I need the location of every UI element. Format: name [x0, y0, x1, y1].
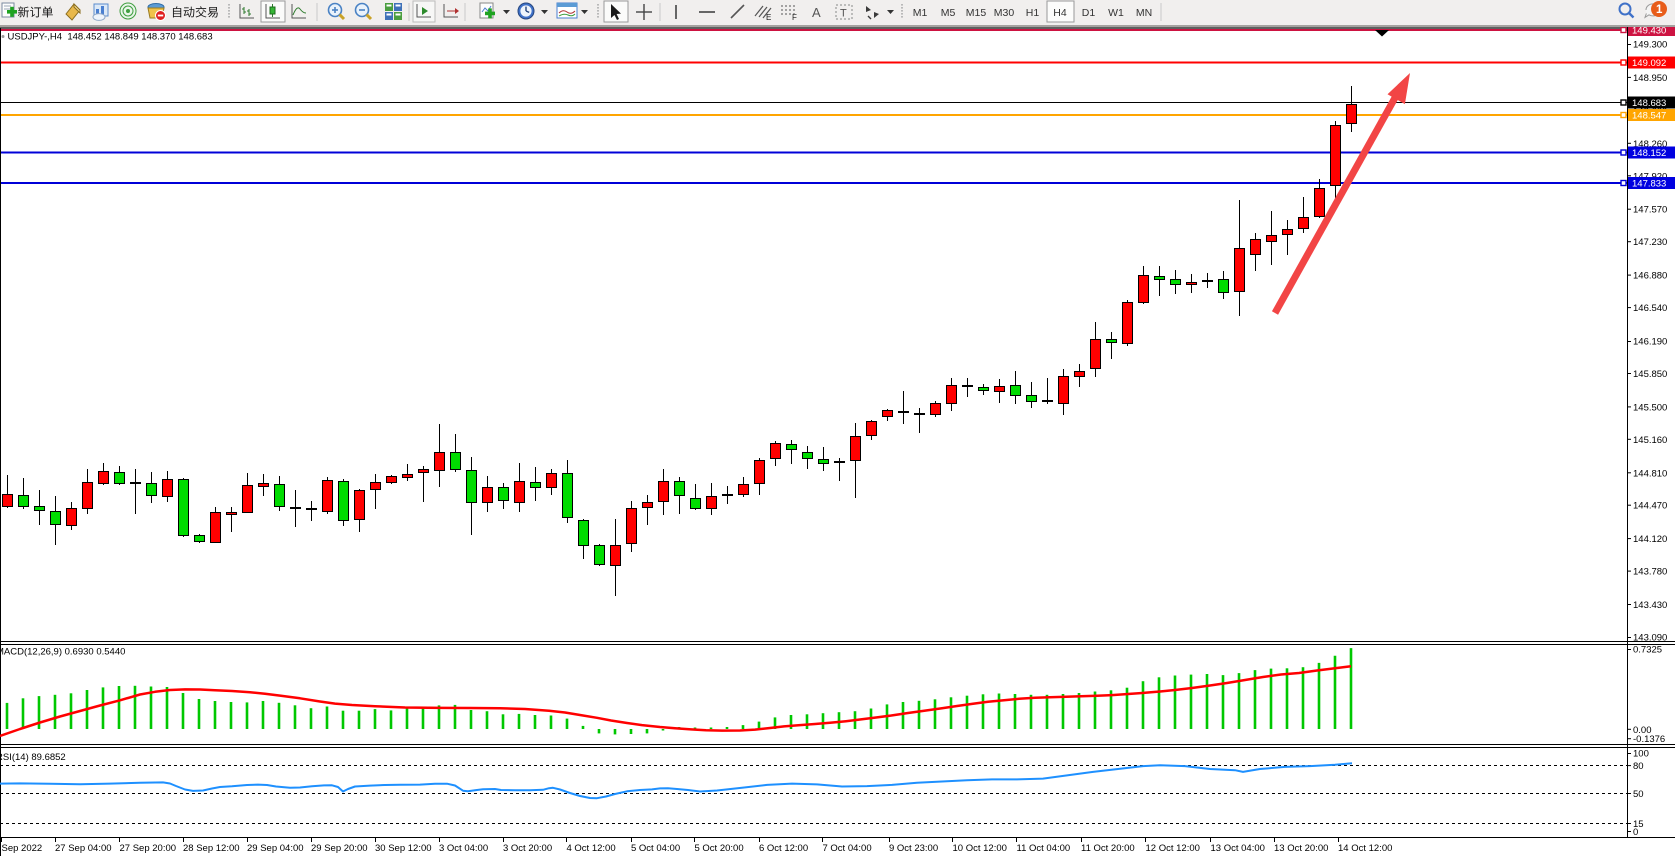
svg-text:M15: M15: [966, 7, 987, 19]
svg-text:148.950: 148.950: [1633, 73, 1667, 84]
svg-text:27 Sep 20:00: 27 Sep 20:00: [120, 843, 177, 854]
svg-text:6 Oct 12:00: 6 Oct 12:00: [759, 843, 808, 854]
svg-text:148.547: 148.547: [1632, 111, 1666, 122]
svg-text:15: 15: [1633, 819, 1644, 830]
svg-text:3 Oct 20:00: 3 Oct 20:00: [503, 843, 552, 854]
svg-text:12 Oct 12:00: 12 Oct 12:00: [1146, 843, 1200, 854]
svg-text:9 Oct 23:00: 9 Oct 23:00: [889, 843, 938, 854]
svg-text:A: A: [812, 5, 821, 20]
svg-text:29 Sep 20:00: 29 Sep 20:00: [311, 843, 368, 854]
svg-text:13 Oct 04:00: 13 Oct 04:00: [1211, 843, 1265, 854]
svg-text:149.430: 149.430: [1632, 26, 1666, 37]
svg-text:146.190: 146.190: [1633, 337, 1667, 348]
svg-text:145.500: 145.500: [1633, 402, 1667, 413]
svg-text:MN: MN: [1136, 7, 1152, 19]
svg-text:100: 100: [1633, 749, 1649, 760]
svg-text:H4: H4: [1053, 7, 1067, 19]
svg-text:146.880: 146.880: [1633, 271, 1667, 282]
svg-text:30 Sep 12:00: 30 Sep 12:00: [375, 843, 432, 854]
svg-text:1: 1: [1656, 4, 1663, 16]
svg-text:28 Sep 12:00: 28 Sep 12:00: [183, 843, 240, 854]
svg-text:11 Oct 04:00: 11 Oct 04:00: [1017, 843, 1071, 854]
svg-text:144.470: 144.470: [1633, 501, 1667, 512]
svg-text:145.160: 145.160: [1633, 435, 1667, 446]
svg-text:144.810: 144.810: [1633, 468, 1667, 479]
svg-text:USDJPY-,H4 148.452 148.849 14: USDJPY-,H4 148.452 148.849 148.370 148.6…: [8, 32, 213, 43]
svg-text:T: T: [840, 8, 847, 20]
svg-text:0: 0: [1633, 827, 1638, 838]
svg-text:10 Oct 12:00: 10 Oct 12:00: [953, 843, 1007, 854]
svg-text:MACD(12,26,9) 0.6930 0.5440: MACD(12,26,9) 0.6930 0.5440: [0, 647, 125, 658]
svg-text:5 Oct 20:00: 5 Oct 20:00: [695, 843, 744, 854]
svg-text:149.300: 149.300: [1633, 40, 1667, 51]
svg-text:7 Oct 04:00: 7 Oct 04:00: [823, 843, 872, 854]
svg-text:50: 50: [1633, 789, 1644, 800]
svg-text:H1: H1: [1026, 7, 1040, 19]
svg-text:148.683: 148.683: [1632, 98, 1666, 109]
svg-text:27 Sep 04:00: 27 Sep 04:00: [55, 843, 112, 854]
svg-text:145.850: 145.850: [1633, 369, 1667, 380]
svg-text:M30: M30: [994, 7, 1015, 19]
svg-text:D1: D1: [1082, 7, 1096, 19]
svg-text:5 Oct 04:00: 5 Oct 04:00: [631, 843, 680, 854]
svg-text:13 Oct 20:00: 13 Oct 20:00: [1274, 843, 1328, 854]
svg-text:147.920: 147.920: [1633, 171, 1667, 182]
svg-text:-0.1376: -0.1376: [1633, 734, 1665, 745]
svg-text:80: 80: [1633, 761, 1644, 772]
svg-text:144.120: 144.120: [1633, 534, 1667, 545]
svg-text:3 Oct 04:00: 3 Oct 04:00: [439, 843, 488, 854]
svg-text:M1: M1: [913, 7, 928, 19]
svg-text:0.7325: 0.7325: [1633, 645, 1662, 656]
svg-text:143.780: 143.780: [1633, 567, 1667, 578]
svg-text:143.090: 143.090: [1633, 633, 1667, 644]
svg-text:RSI(14) 89.6852: RSI(14) 89.6852: [0, 752, 66, 763]
svg-text:146.540: 146.540: [1633, 303, 1667, 314]
svg-text:W1: W1: [1108, 7, 1124, 19]
svg-text:M5: M5: [941, 7, 956, 19]
svg-text:143.430: 143.430: [1633, 600, 1667, 611]
svg-text:Sep 2022: Sep 2022: [2, 843, 43, 854]
svg-text:147.230: 147.230: [1633, 237, 1667, 248]
svg-text:149.092: 149.092: [1632, 58, 1666, 69]
svg-text:11 Oct 20:00: 11 Oct 20:00: [1081, 843, 1135, 854]
svg-text:147.833: 147.833: [1632, 179, 1666, 190]
svg-text:14 Oct 12:00: 14 Oct 12:00: [1338, 843, 1392, 854]
svg-text:4 Oct 12:00: 4 Oct 12:00: [567, 843, 616, 854]
svg-text:0.00: 0.00: [1633, 725, 1652, 736]
svg-text:E: E: [766, 13, 771, 22]
svg-text:148.152: 148.152: [1632, 148, 1666, 159]
svg-text:147.570: 147.570: [1633, 205, 1667, 216]
svg-text:148.260: 148.260: [1633, 139, 1667, 150]
svg-text:29 Sep 04:00: 29 Sep 04:00: [247, 843, 304, 854]
svg-text:F: F: [792, 13, 797, 22]
